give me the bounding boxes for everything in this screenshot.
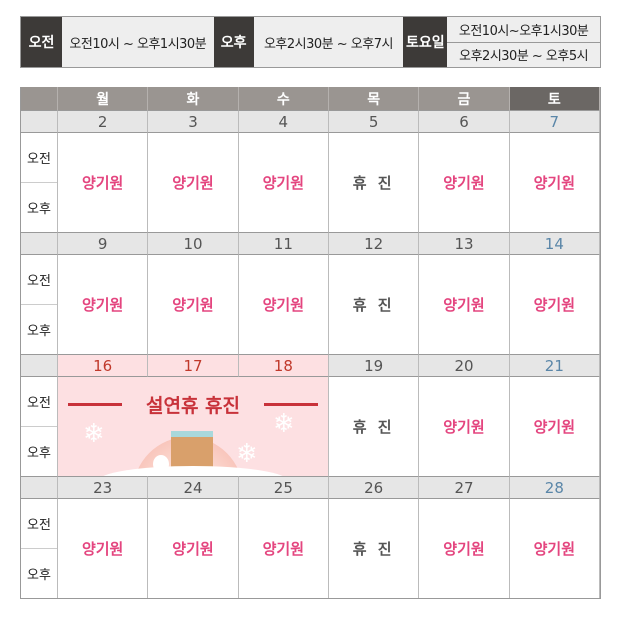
- date-cell: 21: [509, 354, 600, 377]
- week-body: 오전 오후 설연휴 휴진 ❄ ❄ ❄ 휴 진 양기원 양기원: [21, 377, 600, 476]
- weekday-header-cell: 금: [419, 87, 510, 110]
- doctor-cell: 양기원: [239, 499, 329, 598]
- doctor-cell: 양기원: [58, 499, 149, 598]
- date-cell: 23: [58, 476, 149, 499]
- doctor-cell: 양기원: [510, 377, 600, 476]
- doctor-cell: 양기원: [148, 499, 239, 598]
- doctor-cell: 양기원: [510, 133, 600, 232]
- decorative-line: [68, 403, 122, 406]
- doctor-cell: 양기원: [419, 255, 510, 354]
- date-cell: 26: [329, 476, 420, 499]
- weekday-header-cell: 목: [329, 87, 420, 110]
- date-cell: 20: [419, 354, 510, 377]
- date-row-spacer: [21, 354, 58, 377]
- pm-label: 오후: [213, 17, 254, 67]
- am-hours: 오전10시 ~ 오후1시30분: [61, 17, 214, 67]
- snowflake-icon: ❄: [236, 439, 258, 469]
- pm-label: 오후: [27, 202, 51, 217]
- doctor-cell: 양기원: [419, 499, 510, 598]
- saturday-pm-hours: 오후2시30분 ~ 오후5시: [447, 42, 600, 67]
- date-row-spacer: [21, 110, 58, 133]
- date-cell: 28: [509, 476, 600, 499]
- date-cell: 16: [58, 354, 149, 377]
- doctor-cell: 양기원: [58, 133, 149, 232]
- date-cell: 10: [148, 232, 239, 255]
- week-body: 오전 오후 양기원 양기원 양기원 휴 진 양기원 양기원: [21, 133, 600, 232]
- date-row: 23 24 25 26 27 28: [21, 476, 600, 499]
- closed-cell: 휴 진: [329, 377, 420, 476]
- date-cell: 13: [419, 232, 510, 255]
- saturday-am-hours: 오전10시~오후1시30분: [447, 17, 600, 43]
- date-cell: 18: [238, 354, 329, 377]
- date-cell: 24: [148, 476, 239, 499]
- date-cell: 2: [58, 110, 149, 133]
- holiday-title: 설연휴 휴진: [145, 395, 240, 417]
- holiday-banner: 설연휴 휴진 ❄ ❄ ❄: [58, 377, 329, 476]
- weekday-header-cell: 화: [148, 87, 239, 110]
- am-label: 오전: [21, 255, 57, 305]
- closed-cell: 휴 진: [329, 499, 420, 598]
- am-label: 오전: [21, 499, 57, 549]
- doctor-cell: 양기원: [148, 133, 239, 232]
- date-cell: 5: [329, 110, 420, 133]
- pm-label: 오후: [27, 324, 51, 339]
- doctor-cell: 양기원: [419, 133, 510, 232]
- decorative-line: [264, 403, 318, 406]
- snowflake-icon: ❄: [273, 409, 295, 439]
- date-row: 9 10 11 12 13 14: [21, 232, 600, 255]
- doctor-cell: 양기원: [239, 133, 329, 232]
- am-label: 오전: [21, 133, 57, 183]
- am-label: 오전: [21, 377, 57, 427]
- date-cell: 17: [148, 354, 239, 377]
- date-cell: 12: [329, 232, 420, 255]
- snow-ground: [98, 466, 288, 476]
- corner-cell: [21, 87, 58, 110]
- date-cell: 25: [238, 476, 329, 499]
- date-row-spacer: [21, 232, 58, 255]
- date-cell: 19: [329, 354, 420, 377]
- doctor-cell: 양기원: [510, 255, 600, 354]
- pm-label: 오후: [27, 446, 51, 461]
- week-body: 오전 오후 양기원 양기원 양기원 휴 진 양기원 양기원: [21, 499, 600, 598]
- closed-cell: 휴 진: [329, 133, 420, 232]
- pm-hours: 오후2시30분 ~ 오후7시: [253, 17, 404, 67]
- date-cell: 4: [238, 110, 329, 133]
- date-cell: 7: [509, 110, 600, 133]
- date-cell: 6: [419, 110, 510, 133]
- snowflake-icon: ❄: [83, 419, 105, 449]
- date-cell: 11: [238, 232, 329, 255]
- week-body: 오전 오후 양기원 양기원 양기원 휴 진 양기원 양기원: [21, 255, 600, 354]
- doctor-cell: 양기원: [419, 377, 510, 476]
- date-cell: 9: [58, 232, 149, 255]
- closed-cell: 휴 진: [329, 255, 420, 354]
- clinic-hours: 오전 오전10시 ~ 오후1시30분 오후 오후2시30분 ~ 오후7시 토요일…: [20, 16, 601, 68]
- date-cell: 27: [419, 476, 510, 499]
- weekday-header-cell: 월: [58, 87, 149, 110]
- am-label: 오전: [21, 17, 62, 67]
- doctor-cell: 양기원: [148, 255, 239, 354]
- date-cell: 14: [509, 232, 600, 255]
- saturday-label: 토요일: [403, 17, 448, 67]
- doctor-cell: 양기원: [510, 499, 600, 598]
- doctor-cell: 양기원: [58, 255, 149, 354]
- date-row: 16 17 18 19 20 21: [21, 354, 600, 377]
- weekday-header-cell: 수: [238, 87, 329, 110]
- date-cell: 3: [148, 110, 239, 133]
- weekday-header-cell: 토: [509, 87, 600, 110]
- pm-label: 오후: [27, 568, 51, 583]
- date-row-spacer: [21, 476, 58, 499]
- doctor-cell: 양기원: [239, 255, 329, 354]
